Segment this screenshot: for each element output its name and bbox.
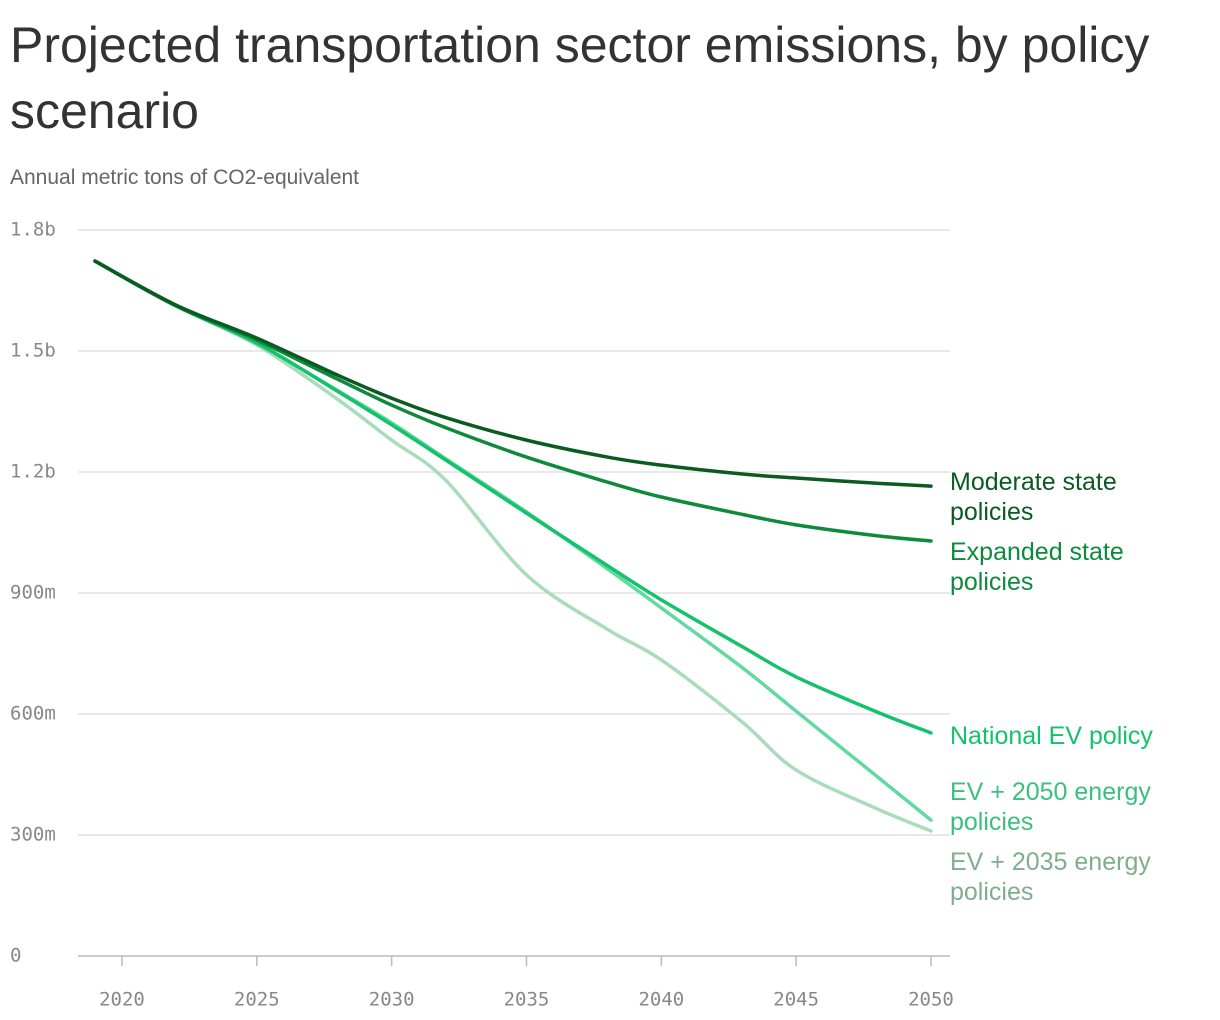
x-tick-label: 2035: [504, 989, 550, 1011]
x-tick-label: 2050: [908, 989, 954, 1011]
legend-label: Expanded state policies: [950, 538, 1124, 596]
y-tick-label: 600m: [10, 703, 56, 725]
series-line: [93, 259, 933, 543]
series-line: [93, 259, 933, 822]
y-tick-label: 1.8b: [10, 219, 56, 241]
x-tick-label: 2040: [638, 989, 684, 1011]
x-tick-label: 2025: [234, 989, 280, 1011]
series-line: [93, 259, 933, 833]
y-tick-label: 900m: [10, 582, 56, 604]
x-tick-label: 2020: [99, 989, 145, 1011]
x-tick-label: 2030: [369, 989, 415, 1011]
y-tick-label: 0: [10, 945, 21, 967]
legend-label: National EV policy: [950, 722, 1153, 750]
legend-label: Moderate state policies: [950, 468, 1117, 526]
x-tick-label: 2045: [773, 989, 819, 1011]
y-tick-label: 1.2b: [10, 461, 56, 483]
chart-subtitle: Annual metric tons of CO2-equivalent: [10, 166, 360, 189]
chart-title: Projected transportation sector emission…: [10, 17, 1150, 139]
series-line: [93, 259, 933, 488]
legend-label: EV + 2035 energy policies: [950, 848, 1151, 906]
y-tick-label: 300m: [10, 824, 56, 846]
series-line: [93, 259, 933, 735]
legend-label: EV + 2050 energy policies: [950, 778, 1151, 836]
y-tick-label: 1.5b: [10, 340, 56, 362]
